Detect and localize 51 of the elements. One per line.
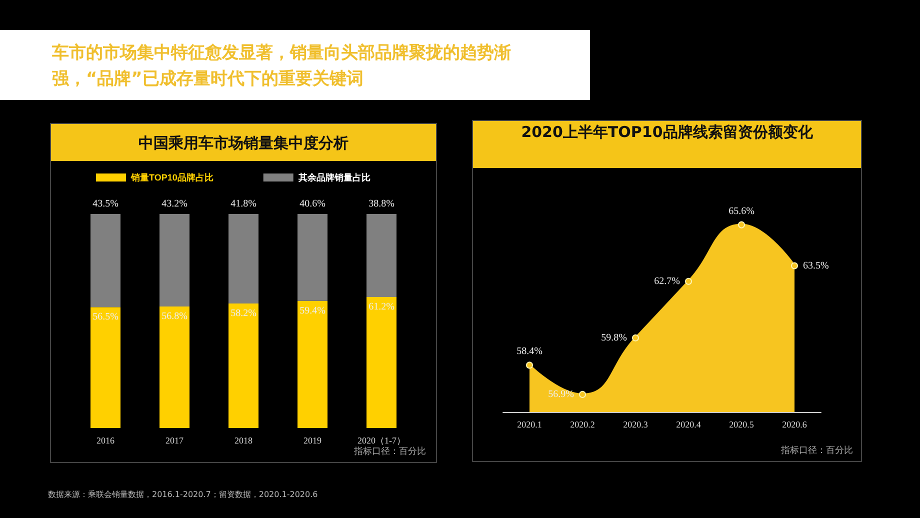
data-label: 43.5% — [92, 198, 118, 210]
chart-title: 2020上半年TOP10品牌线索留资份额变化 — [473, 121, 861, 168]
legend-label: 销量TOP10品牌占比 — [130, 172, 214, 182]
data-label: 59.8% — [601, 332, 627, 344]
x-tick-label: 2020.2 — [570, 420, 595, 430]
data-label: 58.4% — [516, 346, 542, 358]
data-label: 40.6% — [300, 198, 326, 210]
data-label: 63.5% — [803, 260, 829, 272]
x-tick-label: 2019 — [304, 436, 322, 446]
source-note: 数据来源：乘联会销量数据，2016.1-2020.7；留资数据，2020.1-2020.6 — [48, 489, 318, 500]
x-tick-label: 2018 — [234, 436, 253, 446]
point — [738, 221, 745, 228]
bar — [366, 214, 396, 298]
legend-label: 其余品牌销量占比 — [297, 172, 370, 182]
x-tick-label: 2020（1-7） — [358, 436, 406, 446]
data-label: 65.6% — [728, 206, 754, 217]
x-tick-label: 2020.1 — [517, 420, 542, 430]
data-label: 62.7% — [654, 276, 680, 287]
bar — [90, 214, 120, 308]
data-label: 61.2% — [368, 302, 394, 313]
bar — [298, 300, 328, 428]
data-label: 56.9% — [548, 388, 574, 400]
point — [791, 262, 798, 270]
chart-subtitle: 车市的市场集中特征愈发显著，销量向头部品牌聚拢的趋势渐强，“品牌”已成存量时代下的重要关键词 — [52, 42, 512, 91]
data-label: 59.4% — [300, 305, 326, 316]
x-tick-label: 2020.3 — [623, 420, 648, 430]
chart-title: 中国乘用车市场销量集中度分析 — [51, 124, 436, 161]
x-tick-label: 2017 — [166, 436, 184, 446]
data-label: 58.2% — [230, 308, 256, 319]
x-tick-label: 2020.4 — [676, 420, 702, 430]
bar — [298, 214, 328, 301]
bar — [366, 297, 396, 428]
data-label: 38.8% — [368, 198, 394, 210]
bar — [160, 214, 190, 306]
bar — [160, 306, 190, 428]
bar — [228, 303, 258, 428]
point — [632, 334, 639, 342]
bar — [228, 214, 258, 304]
data-label: 43.2% — [162, 198, 188, 210]
x-tick-label: 2020.5 — [729, 420, 754, 430]
data-label: 41.8% — [230, 198, 256, 210]
bar — [90, 307, 120, 428]
x-tick-label: 2020.6 — [782, 420, 808, 430]
point — [685, 278, 692, 285]
x-tick-label: 2016 — [96, 436, 115, 446]
data-label: 56.5% — [92, 312, 118, 323]
annotation: 指标口径：百分比 — [781, 444, 853, 457]
text: 指标口径：百分比 — [354, 446, 426, 458]
point — [579, 390, 586, 398]
point — [526, 362, 533, 369]
data-label: 56.8% — [162, 310, 188, 322]
